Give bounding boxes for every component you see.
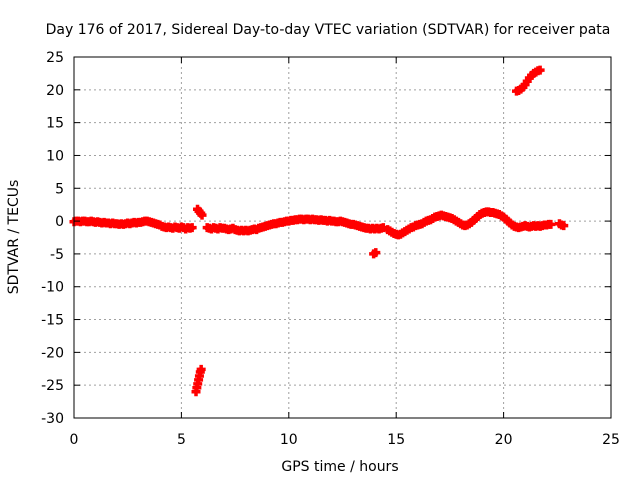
y-tick-label: 20 bbox=[46, 83, 64, 99]
y-tick-label: -25 bbox=[41, 378, 64, 394]
data-point bbox=[546, 219, 556, 229]
y-tick-label: 25 bbox=[46, 50, 64, 66]
x-tick-label: 5 bbox=[177, 432, 186, 448]
data-point bbox=[535, 65, 545, 75]
y-tick-label: 10 bbox=[46, 148, 64, 164]
y-tick-label: 15 bbox=[46, 116, 64, 132]
y-tick-label: 5 bbox=[55, 181, 64, 197]
y-tick-label: 0 bbox=[55, 214, 64, 230]
y-tick-label: -30 bbox=[41, 411, 64, 427]
y-tick-label: -15 bbox=[41, 313, 64, 329]
y-tick-labels: 25 20 15 10 5 0 -5 -10 -15 -20 -25 -30 bbox=[41, 50, 64, 427]
x-axis-label: GPS time / hours bbox=[281, 459, 398, 475]
x-tick-label: 20 bbox=[495, 432, 513, 448]
y-tick-label: -5 bbox=[50, 247, 64, 263]
y-axis-label: SDTVAR / TECUs bbox=[6, 180, 22, 295]
chart-title: Day 176 of 2017, Sidereal Day-to-day VTE… bbox=[46, 22, 611, 38]
data-point bbox=[196, 364, 206, 374]
data-point bbox=[559, 221, 569, 231]
x-tick-label: 25 bbox=[602, 432, 620, 448]
x-tick-label: 15 bbox=[387, 432, 405, 448]
y-tick-label: -10 bbox=[41, 280, 64, 296]
y-tick-label: -20 bbox=[41, 345, 64, 361]
grid-lines bbox=[74, 57, 611, 418]
data-point bbox=[197, 210, 207, 220]
data-point bbox=[187, 223, 197, 233]
x-tick-label: 0 bbox=[70, 432, 79, 448]
data-point bbox=[371, 248, 381, 258]
x-tick-label: 10 bbox=[280, 432, 298, 448]
x-tick-labels: 0 5 10 15 20 25 bbox=[70, 432, 620, 448]
data-points bbox=[69, 65, 569, 397]
plot-frame bbox=[73, 56, 612, 419]
axis-ticks bbox=[73, 56, 612, 419]
